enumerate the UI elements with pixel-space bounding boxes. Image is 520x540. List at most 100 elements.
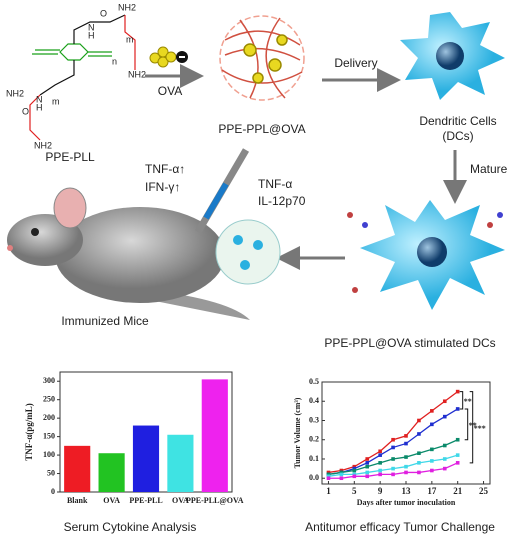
dc-cytokine: IL-12p70 [258, 194, 306, 208]
point [417, 451, 421, 456]
mouse-cytokine: IFN-γ↑ [145, 180, 180, 194]
point [378, 468, 382, 473]
y-tick-label: 200 [43, 413, 55, 422]
structure-label: N [88, 22, 95, 32]
y-tick-label: 0.0 [309, 473, 319, 482]
structure-label: NH2 [118, 2, 136, 12]
x-tick-label: Blank [67, 496, 88, 505]
point [404, 434, 408, 438]
point [378, 461, 382, 465]
point [339, 470, 344, 475]
point [430, 468, 434, 473]
point [326, 476, 331, 481]
bar [98, 453, 125, 492]
x-axis-title: Days after tumor inoculation [357, 498, 456, 507]
y-tick-label: 0.5 [309, 377, 319, 386]
bracket [464, 408, 469, 441]
structure-label: NH2 [128, 69, 146, 79]
dc-cytokine: TNF-α [258, 177, 292, 191]
point [365, 470, 370, 475]
caption: Antitumor efficacy Tumor Challenge [305, 520, 495, 534]
point [326, 472, 331, 477]
y-tick-label: 0.2 [309, 435, 319, 444]
point [455, 389, 460, 394]
x-tick-label: 17 [427, 486, 437, 496]
y-tick-label: 300 [43, 376, 55, 385]
structure-label: NH2 [6, 88, 24, 98]
delivery-label: Delivery [334, 56, 377, 70]
mature-label: Mature [470, 162, 508, 176]
y-tick-label: 50 [47, 468, 55, 477]
structure-label: N [36, 94, 43, 104]
point [404, 455, 408, 459]
nanoparticle [219, 15, 305, 101]
point [417, 432, 421, 436]
point [365, 474, 370, 479]
structure-label: O [22, 106, 29, 116]
cytokine-dots [347, 212, 503, 293]
zoom-circle [215, 219, 281, 285]
structure-label: H [36, 102, 43, 112]
series-line [328, 408, 459, 476]
ova-label: OVA [158, 84, 182, 98]
polymer-structure [29, 14, 136, 141]
stimulated-label: PPE-PPL@OVA stimulated DCs [324, 336, 495, 350]
bracket [459, 391, 464, 410]
point [326, 474, 331, 479]
x-tick-label: PPE-PLL@OVA [186, 496, 244, 505]
syringe-fluid [203, 182, 229, 220]
structure-label: m [126, 34, 134, 44]
zoom-cells [233, 235, 263, 270]
point [455, 453, 460, 457]
mouse-label: Immunized Mice [61, 314, 149, 328]
significance: ** [464, 397, 472, 406]
x-tick-label: 13 [402, 486, 412, 496]
point [417, 418, 421, 423]
structure-label: m [52, 96, 60, 106]
structure-label: O [100, 8, 107, 18]
mouse [7, 187, 250, 320]
y-tick-label: 0.3 [309, 415, 319, 424]
point [442, 399, 447, 404]
x-tick-label: 9 [378, 486, 383, 496]
nanoparticle-label: PPE-PPL@OVA [218, 122, 305, 136]
point [404, 441, 408, 446]
point [442, 414, 447, 419]
point [430, 422, 434, 427]
point [365, 457, 370, 461]
point [339, 476, 344, 481]
significance: *** [474, 424, 486, 433]
point [442, 443, 447, 448]
y-tick-label: 0 [51, 487, 55, 496]
x-tick-label: 25 [479, 486, 489, 496]
point [391, 466, 395, 471]
point [352, 474, 357, 479]
point [352, 464, 357, 469]
point [404, 464, 408, 469]
point [326, 470, 331, 475]
x-tick-label: OVA [172, 496, 189, 505]
bar [64, 445, 91, 492]
ova-icon [149, 46, 188, 68]
dc-label: (DCs) [442, 129, 473, 143]
point [430, 459, 434, 463]
point [378, 449, 382, 454]
point [430, 409, 434, 413]
x-tick-label: PPE-PLL [129, 496, 162, 505]
bracket [469, 391, 474, 464]
point [404, 470, 408, 475]
x-tick-label: 5 [352, 486, 357, 496]
point [352, 472, 357, 477]
tumor-chart: 0.0 0.1 0.2 0.3 0.4 0.5 1 5 9 13 17 21 25 Tumor Volum… [293, 377, 491, 507]
bar [201, 379, 228, 492]
point [455, 461, 460, 465]
bar [132, 425, 160, 492]
point [417, 461, 421, 465]
point [391, 472, 395, 477]
structure-label: n [112, 56, 117, 66]
point [339, 468, 344, 473]
point [442, 466, 447, 471]
point [442, 457, 447, 461]
